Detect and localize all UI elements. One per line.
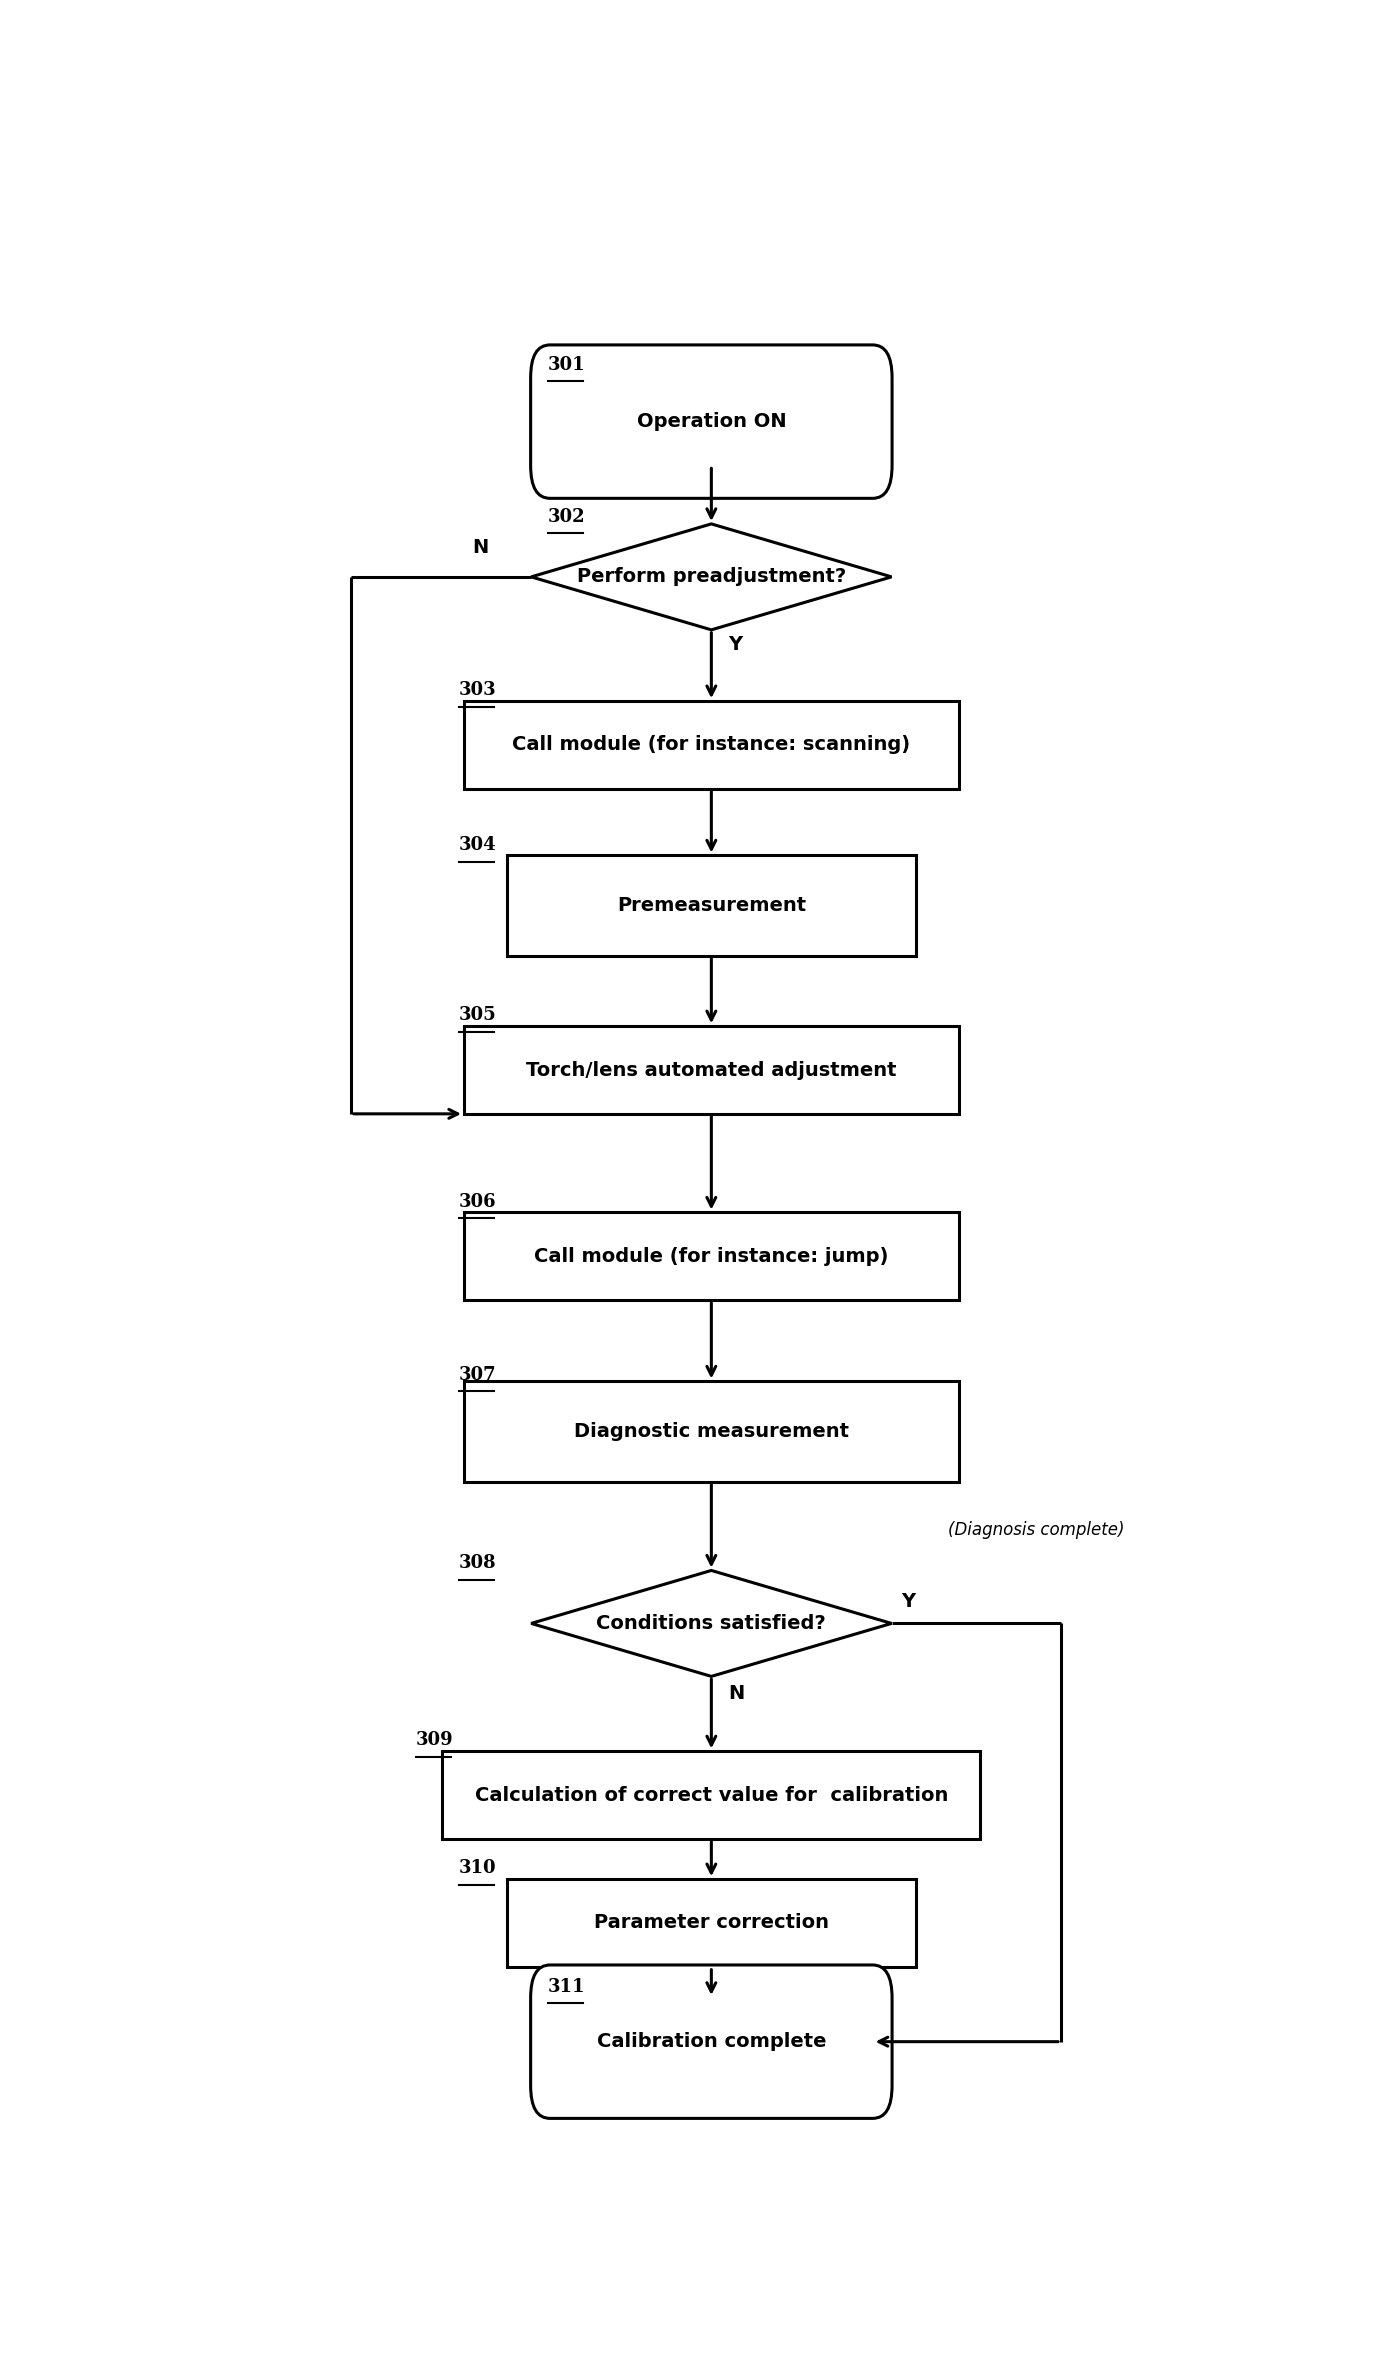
Bar [507, 1879, 916, 1966]
Bar [464, 1381, 959, 1482]
Text: Conditions satisfied?: Conditions satisfied? [597, 1613, 826, 1632]
Text: 305: 305 [458, 1006, 497, 1025]
FancyBboxPatch shape [530, 1964, 892, 2118]
Text: Call module (for instance: scanning): Call module (for instance: scanning) [512, 735, 911, 754]
Text: 306: 306 [458, 1193, 496, 1210]
Text: Calibration complete: Calibration complete [597, 2033, 826, 2052]
Bar [507, 856, 916, 956]
Text: Calculation of correct value for  calibration: Calculation of correct value for calibra… [475, 1786, 948, 1805]
Text: Y: Y [901, 1592, 915, 1611]
Text: Perform preadjustment?: Perform preadjustment? [577, 567, 845, 586]
Text: Diagnostic measurement: Diagnostic measurement [573, 1423, 849, 1442]
Text: Torch/lens automated adjustment: Torch/lens automated adjustment [526, 1060, 897, 1079]
Bar [464, 702, 959, 790]
Text: 308: 308 [458, 1554, 496, 1573]
Text: 310: 310 [458, 1860, 496, 1876]
FancyBboxPatch shape [530, 344, 892, 498]
Text: 302: 302 [548, 508, 586, 527]
Polygon shape [532, 524, 891, 631]
Bar [464, 1027, 959, 1115]
Text: Operation ON: Operation ON [637, 413, 786, 432]
Text: 311: 311 [548, 1978, 586, 1995]
Text: Premeasurement: Premeasurement [616, 897, 806, 916]
Text: Parameter correction: Parameter correction [594, 1914, 829, 1933]
Text: 309: 309 [415, 1732, 452, 1751]
Text: Call module (for instance: jump): Call module (for instance: jump) [534, 1248, 888, 1267]
Text: 301: 301 [548, 356, 586, 375]
Polygon shape [532, 1570, 891, 1677]
Text: (Diagnosis complete): (Diagnosis complete) [948, 1520, 1124, 1539]
Text: N: N [729, 1684, 745, 1703]
Bar [464, 1212, 959, 1300]
Text: 307: 307 [458, 1366, 496, 1385]
Text: 304: 304 [458, 837, 496, 854]
Text: 303: 303 [458, 681, 496, 700]
Text: N: N [472, 538, 489, 557]
Text: Y: Y [729, 636, 743, 655]
Bar [443, 1751, 980, 1838]
